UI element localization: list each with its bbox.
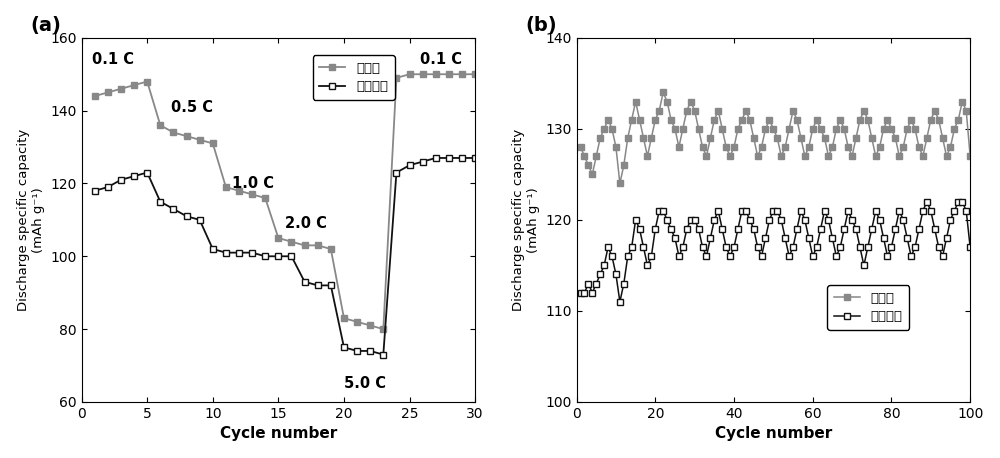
本工艺 xyxy=(614,181,626,186)
传统工艺 xyxy=(364,348,376,354)
传统工艺 xyxy=(272,254,284,259)
本工艺 xyxy=(128,82,140,88)
传统工艺 xyxy=(469,155,481,161)
Text: 2.0 C: 2.0 C xyxy=(285,216,327,231)
本工艺 xyxy=(141,79,153,84)
本工艺 xyxy=(259,195,271,201)
本工艺 xyxy=(404,71,416,77)
传统工艺 xyxy=(653,208,665,213)
本工艺 xyxy=(964,153,976,159)
传统工艺 xyxy=(141,170,153,175)
本工艺 xyxy=(575,144,587,150)
Text: (a): (a) xyxy=(30,16,61,35)
本工艺 xyxy=(154,122,166,128)
本工艺 xyxy=(941,153,953,159)
传统工艺 xyxy=(941,235,953,241)
传统工艺 xyxy=(207,246,219,252)
传统工艺 xyxy=(779,235,791,241)
本工艺 xyxy=(673,144,685,150)
传统工艺 xyxy=(115,177,127,183)
传统工艺 xyxy=(167,206,179,212)
本工艺 xyxy=(272,235,284,241)
本工艺 xyxy=(181,133,193,139)
传统工艺 xyxy=(299,279,311,284)
本工艺 xyxy=(390,75,402,81)
传统工艺 xyxy=(921,199,933,204)
Legend: 本工艺, 传统工艺: 本工艺, 传统工艺 xyxy=(827,285,909,330)
传统工艺 xyxy=(181,213,193,219)
传统工艺 xyxy=(952,199,964,204)
传统工艺 xyxy=(154,199,166,204)
Text: 5.0 C: 5.0 C xyxy=(344,376,386,392)
传统工艺 xyxy=(575,290,587,295)
本工艺 xyxy=(115,86,127,92)
本工艺 xyxy=(312,243,324,248)
Text: 0.1 C: 0.1 C xyxy=(92,52,134,67)
本工艺 xyxy=(653,108,665,114)
本工艺 xyxy=(246,191,258,197)
传统工艺 xyxy=(964,245,976,250)
Y-axis label: Discharge specific capacity
(mAh g⁻¹): Discharge specific capacity (mAh g⁻¹) xyxy=(512,129,540,311)
Text: 0.1 C: 0.1 C xyxy=(420,52,462,67)
传统工艺 xyxy=(443,155,455,161)
传统工艺 xyxy=(194,217,206,223)
本工艺 xyxy=(377,327,389,332)
传统工艺 xyxy=(220,250,232,256)
传统工艺 xyxy=(312,283,324,288)
传统工艺 xyxy=(128,174,140,179)
传统工艺 xyxy=(338,344,350,350)
本工艺 xyxy=(657,90,669,95)
传统工艺 xyxy=(614,299,626,305)
本工艺 xyxy=(89,93,101,99)
Text: 1.0 C: 1.0 C xyxy=(232,176,274,191)
传统工艺 xyxy=(325,283,337,288)
Text: (b): (b) xyxy=(525,16,557,35)
传统工艺 xyxy=(259,254,271,259)
传统工艺 xyxy=(89,188,101,193)
本工艺 xyxy=(456,71,468,77)
本工艺 xyxy=(233,188,245,193)
本工艺 xyxy=(952,117,964,122)
本工艺 xyxy=(430,71,442,77)
传统工艺 xyxy=(417,159,429,164)
本工艺 xyxy=(299,243,311,248)
本工艺 xyxy=(783,126,795,131)
传统工艺 xyxy=(246,250,258,256)
传统工艺 xyxy=(351,348,363,354)
传统工艺 xyxy=(430,155,442,161)
传统工艺 xyxy=(233,250,245,256)
本工艺 xyxy=(815,126,827,131)
传统工艺 xyxy=(811,245,823,250)
本工艺 xyxy=(469,71,481,77)
Line: 传统工艺: 传统工艺 xyxy=(578,199,973,305)
本工艺 xyxy=(220,185,232,190)
Legend: 本工艺, 传统工艺: 本工艺, 传统工艺 xyxy=(313,55,395,100)
本工艺 xyxy=(417,71,429,77)
本工艺 xyxy=(364,323,376,328)
本工艺 xyxy=(325,246,337,252)
本工艺 xyxy=(207,141,219,146)
X-axis label: Cycle number: Cycle number xyxy=(715,426,832,442)
本工艺 xyxy=(285,239,297,245)
传统工艺 xyxy=(102,185,114,190)
传统工艺 xyxy=(390,170,402,175)
本工艺 xyxy=(102,90,114,95)
本工艺 xyxy=(443,71,455,77)
传统工艺 xyxy=(669,235,681,241)
传统工艺 xyxy=(285,254,297,259)
Line: 本工艺: 本工艺 xyxy=(578,90,973,186)
Text: 0.5 C: 0.5 C xyxy=(171,100,213,114)
Line: 传统工艺: 传统工艺 xyxy=(92,155,478,358)
Y-axis label: Discharge specific capacity
(mAh g⁻¹): Discharge specific capacity (mAh g⁻¹) xyxy=(17,129,45,311)
传统工艺 xyxy=(377,352,389,357)
X-axis label: Cycle number: Cycle number xyxy=(220,426,337,442)
本工艺 xyxy=(351,319,363,325)
本工艺 xyxy=(194,137,206,142)
Line: 本工艺: 本工艺 xyxy=(92,71,478,332)
传统工艺 xyxy=(404,163,416,168)
本工艺 xyxy=(167,130,179,135)
本工艺 xyxy=(338,316,350,321)
传统工艺 xyxy=(456,155,468,161)
